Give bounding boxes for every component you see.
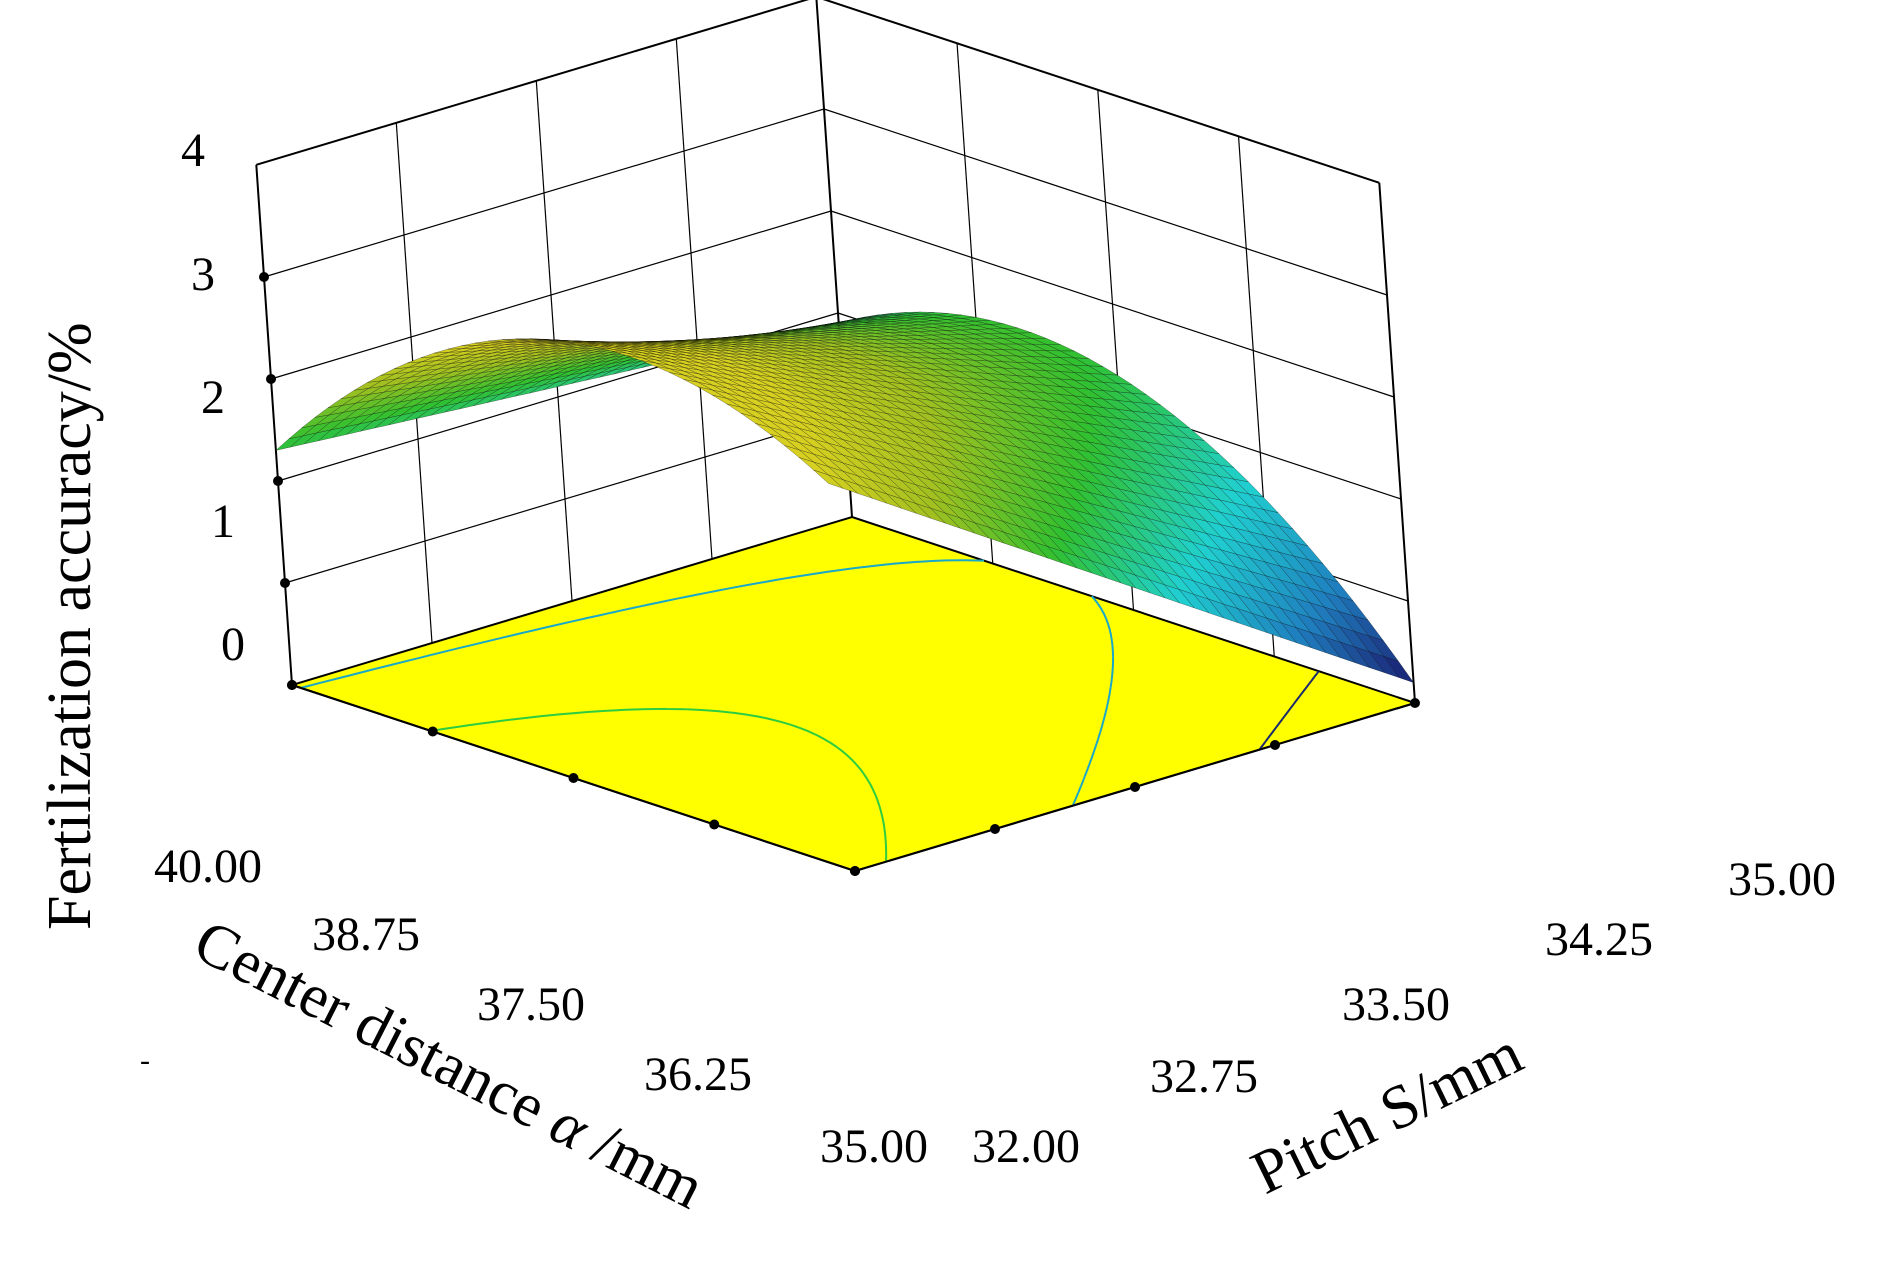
z-tick-mark (280, 578, 290, 588)
back-wall-grid-line (956, 43, 966, 156)
x-tick-label: 34.25 (1545, 913, 1653, 966)
side-wall-grid-line (284, 414, 846, 584)
x-axis-title: Pitch S/mm (1241, 1019, 1532, 1208)
x-tick-mark (287, 680, 297, 690)
y-tick-label: 38.75 (312, 908, 420, 961)
y-tick-label: 35.00 (820, 1120, 928, 1173)
x-tick-mark (709, 819, 720, 830)
x-tick-label: 35.00 (1728, 853, 1836, 906)
y-tick-label: 36.25 (644, 1048, 752, 1101)
y-axis-title: Center distance α /mm (184, 907, 715, 1222)
z-tick-label: 2 (201, 371, 225, 424)
right-wall-edge (1378, 182, 1416, 704)
z-axis-title: Fertilization accuracy/% (36, 322, 104, 930)
side-wall-grid-line (535, 80, 545, 194)
y-tick-mark (1130, 782, 1140, 792)
z-tick-label: 4 (181, 124, 205, 177)
side-wall-grid-line (270, 210, 832, 380)
surface-patch (813, 469, 844, 489)
z-tick-mark (259, 272, 269, 282)
back-wall-grid-line (830, 210, 1395, 398)
z-tick-label: 3 (191, 248, 215, 301)
back-wall-grid-line (1237, 136, 1247, 249)
side-wall-grid-line (675, 38, 685, 152)
y-tick-mark (850, 866, 860, 876)
y-tick-mark (1270, 740, 1280, 750)
z-tick-mark (266, 374, 276, 384)
back-wall-grid-line (1097, 89, 1107, 203)
side-wall-grid-line (395, 122, 405, 236)
x-tick-mark (568, 773, 579, 783)
z-tick-label: 0 (221, 618, 245, 671)
tick-marks (259, 272, 1420, 876)
z-tick-label: 1 (211, 495, 235, 548)
y-tick-label: 37.50 (477, 978, 585, 1031)
floor-contour-line (1258, 670, 1320, 751)
floor-contour-line (300, 559, 1115, 807)
x-tick-label: 33.50 (1342, 978, 1450, 1031)
y-tick-label: 40.00 (154, 840, 262, 893)
y-tick-mark (990, 824, 1000, 834)
stray-mark: - (140, 1044, 150, 1077)
x-tick-label: 32.75 (1150, 1050, 1258, 1103)
x-tick-mark (427, 726, 438, 737)
left-wall-edge (255, 164, 293, 686)
x-tick-label: 32.00 (972, 1120, 1080, 1173)
z-tick-mark (273, 476, 283, 486)
response-surface (275, 311, 1415, 684)
y-tick-mark (1410, 698, 1420, 708)
y-axis-title-unit: /mm (569, 1103, 715, 1222)
